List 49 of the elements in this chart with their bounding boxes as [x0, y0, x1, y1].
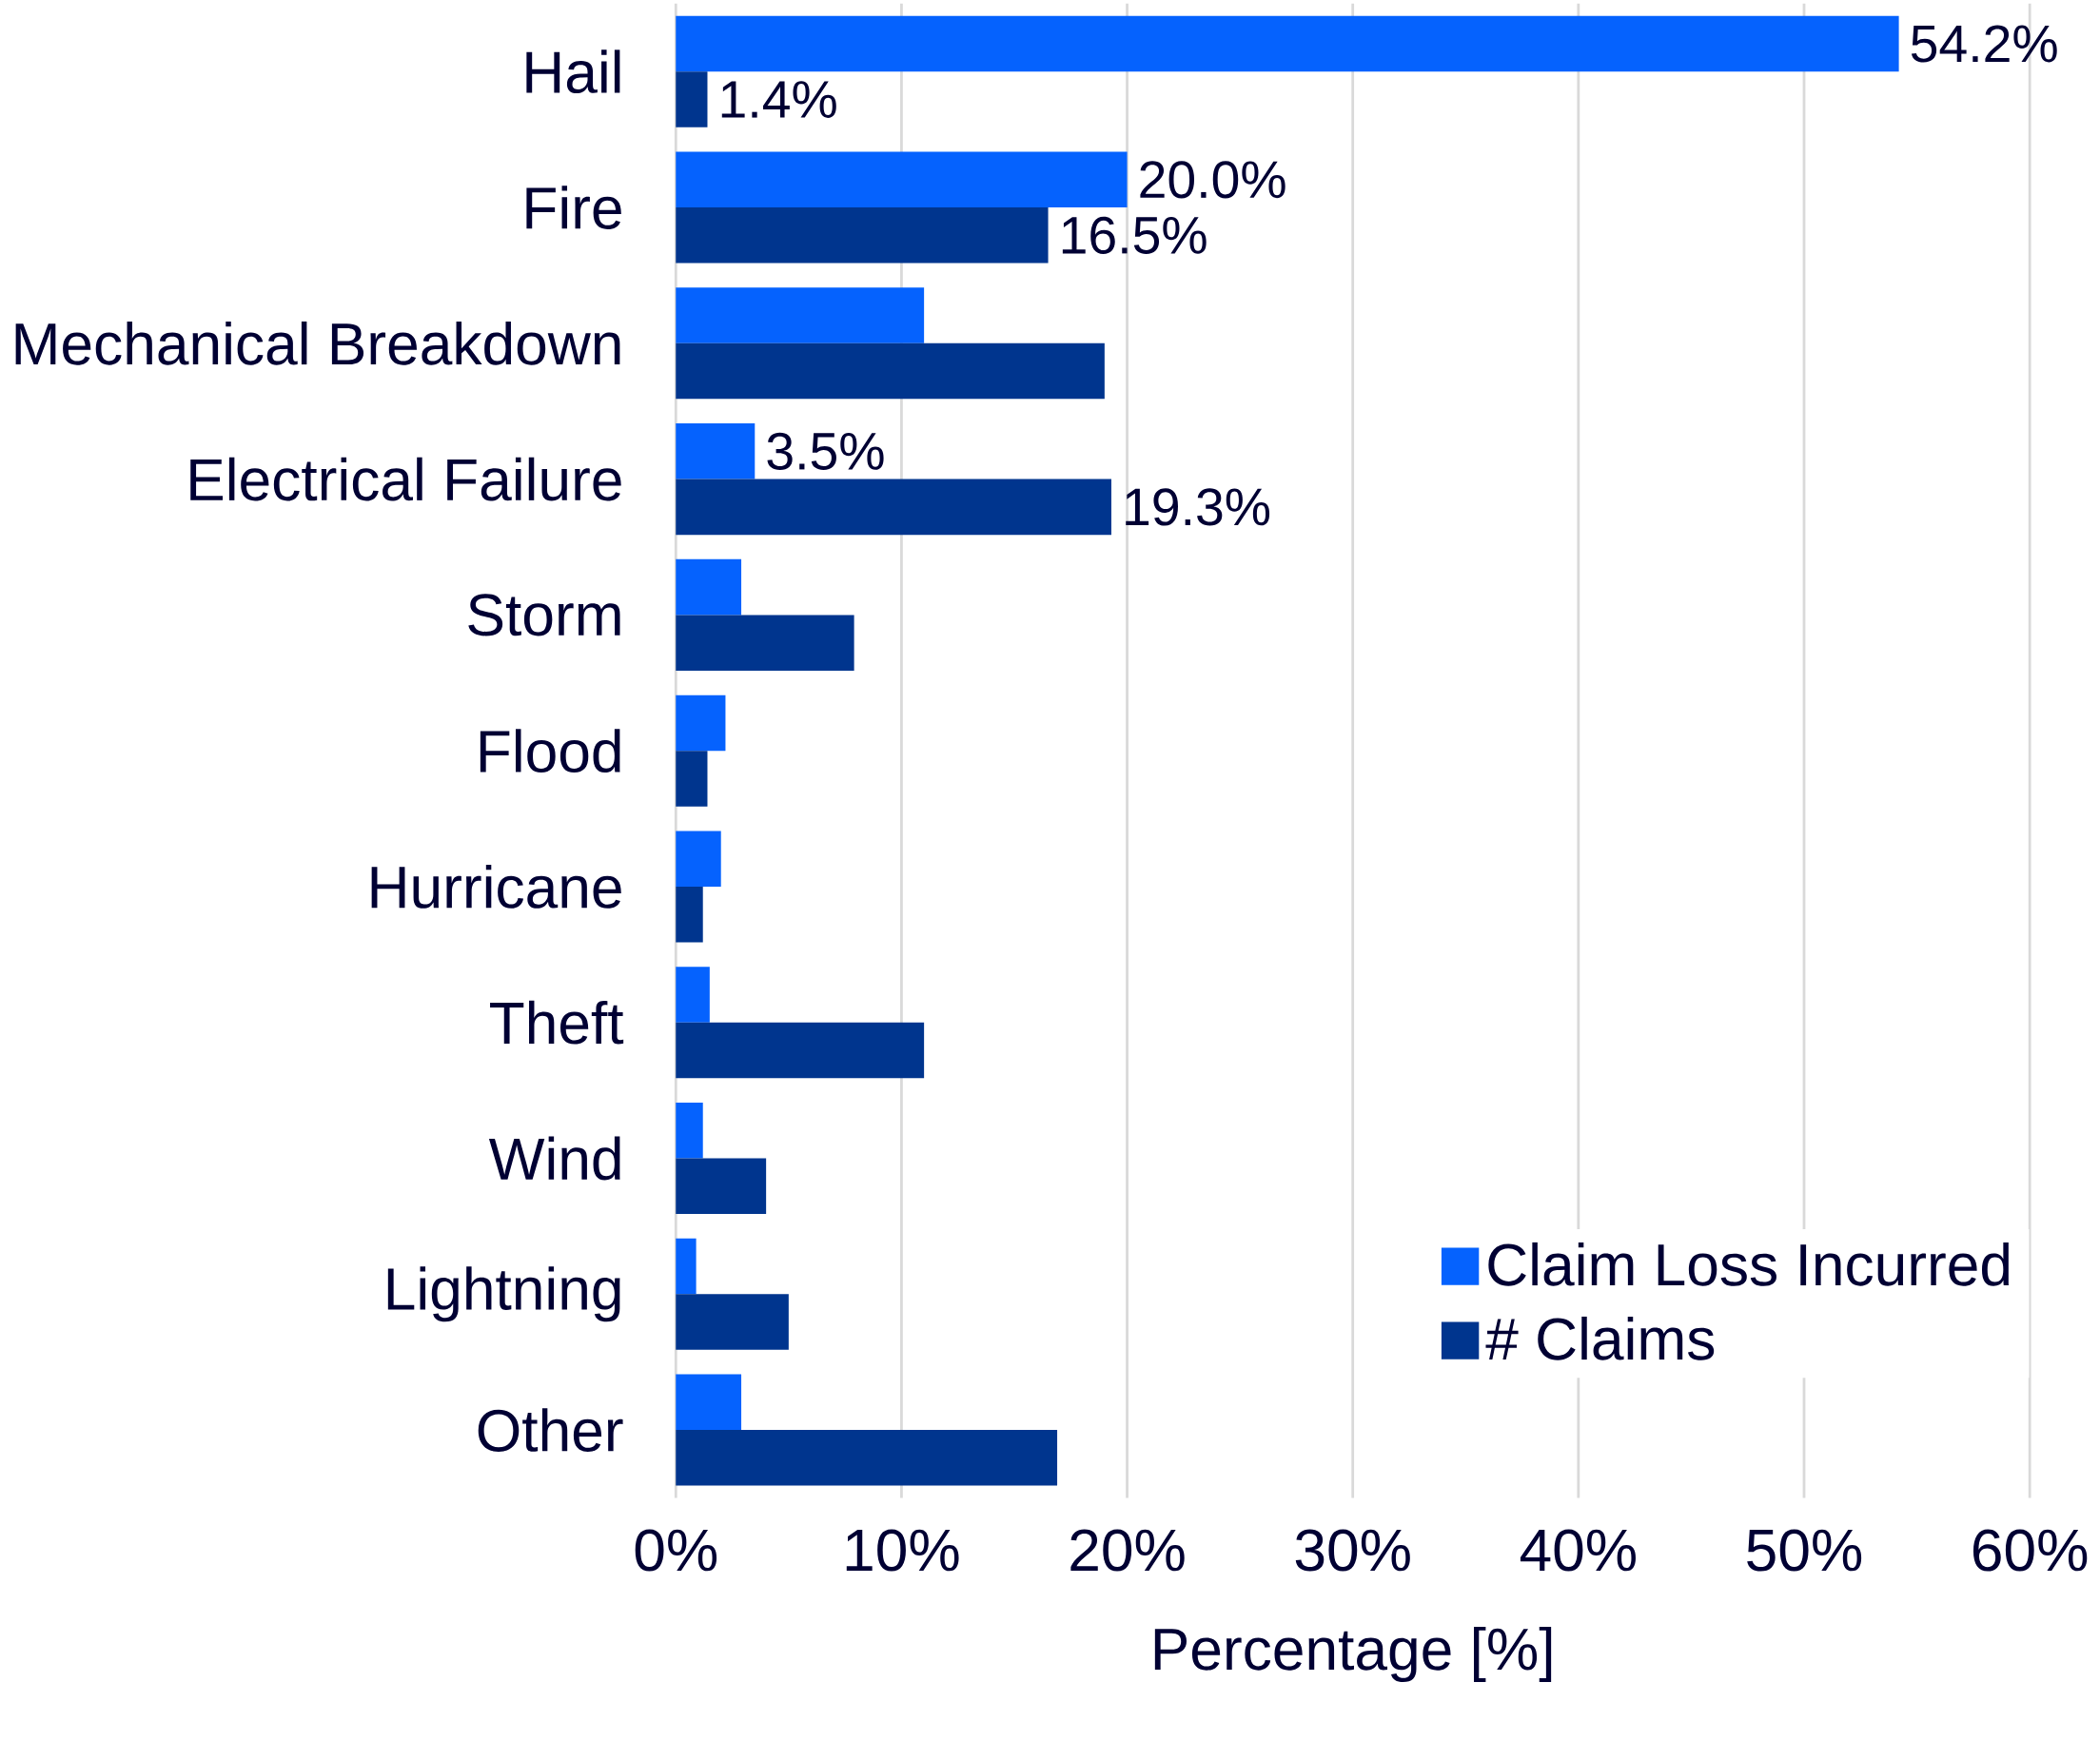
x-tick-label: 40% [1520, 1529, 1636, 1572]
x-tick-label: 50% [1747, 1529, 1862, 1572]
x-axis-title: Percentage [%] [1154, 1626, 1552, 1682]
bar [676, 966, 710, 1023]
bar [676, 1238, 697, 1295]
x-tick-label: 0% [635, 1529, 717, 1572]
y-tick-label: Mechanical Breakdown [15, 321, 620, 365]
data-label: 1.4% [721, 80, 836, 118]
y-tick-label: Storm [468, 594, 620, 636]
bar [676, 886, 703, 943]
y-tick-label: Electrical Failure [190, 457, 621, 501]
y-tick-label: Other [478, 1407, 623, 1452]
legend-label: # Claims [1485, 1316, 1715, 1360]
x-tick-label: 30% [1295, 1529, 1410, 1572]
x-tick-label: 20% [1070, 1529, 1185, 1572]
bar [676, 479, 1111, 535]
bar [676, 1158, 767, 1214]
data-label: 20.0% [1140, 160, 1286, 199]
bar [676, 1022, 925, 1079]
y-tick-label: Hurricane [371, 864, 621, 909]
bar [676, 287, 925, 343]
data-label: 54.2% [1911, 25, 2057, 63]
bar [676, 750, 708, 807]
bar [676, 1429, 1058, 1486]
bar [676, 831, 721, 887]
legend-label: Claim Loss Incurred [1488, 1242, 2009, 1286]
data-label: 3.5% [767, 432, 884, 470]
bar [676, 71, 708, 127]
bar [676, 1102, 703, 1159]
y-tick-label: Lightning [387, 1266, 620, 1322]
y-tick-label: Fire [526, 185, 621, 229]
y-tick-label: Theft [490, 1000, 624, 1045]
bar [676, 206, 1049, 264]
y-tick-label: Hail [526, 49, 620, 93]
bar [676, 422, 756, 479]
x-tick-label: 60% [1972, 1529, 2088, 1572]
bar [676, 342, 1105, 400]
bar [676, 615, 854, 671]
bar [676, 694, 726, 751]
bar [676, 15, 1899, 72]
data-label: 16.5% [1062, 216, 1207, 254]
y-tick-label: Wind [488, 1136, 620, 1181]
y-tick-label: Flood [480, 729, 620, 773]
bar [676, 1374, 742, 1430]
data-label: 19.3% [1126, 488, 1270, 526]
bar [676, 1294, 789, 1350]
x-tick-label: 10% [846, 1529, 959, 1572]
bar [676, 558, 742, 616]
bar [676, 151, 1128, 207]
